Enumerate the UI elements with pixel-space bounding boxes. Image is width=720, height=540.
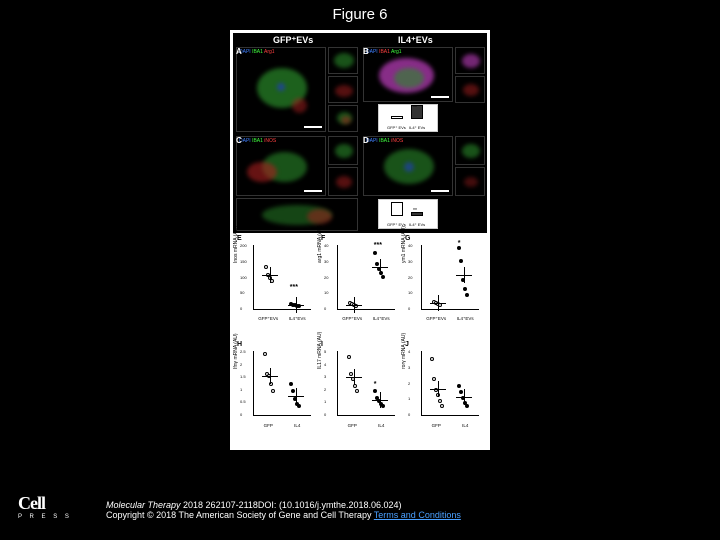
micrograph-b-sub1 [455, 47, 485, 74]
x-axis-labels: GFP⁺EVsIL4⁺EVs [337, 316, 395, 322]
sig-marker: ** [413, 208, 417, 214]
micrograph-b-main: DAPI IBA1 Arg1 [363, 47, 453, 102]
press-logo-text: P R E S S [18, 514, 72, 520]
copyright-text: Copyright © 2018 The American Society of… [106, 510, 374, 520]
microscopy-region: GFP⁺EVs IL4⁺EVs A DAPI IBA1 Arg1 B [233, 33, 487, 233]
scatter-plot-j: Jrorγ mRNA (AU)01234GFPIL4 [403, 341, 483, 436]
citation-details: 2018 262107-2118DOI: (10.1016/j.ymthe.20… [181, 500, 402, 510]
micrograph-a-sub1 [328, 47, 358, 74]
scatter-plot-h: HIfnγ mRNA (AU)00.511.522.5GFPIL4 [235, 341, 315, 436]
channel-labels-d: DAPI IBA1 iNOS [366, 138, 403, 144]
y-axis-label: rorγ mRNA (AU) [401, 332, 407, 368]
panel-letter-b: B [363, 47, 369, 56]
scatter-plot-i: IIL17 mRNA (AU)012345*GFPIL4 [319, 341, 399, 436]
plot-area: 012345* [337, 351, 395, 416]
scalebar [431, 190, 449, 192]
scatter-plot-e: EInos mRNA (AU)050100150200***GFP⁺EVsIL4… [235, 235, 315, 330]
plot-area: 01234 [421, 351, 479, 416]
inset-chart-d: ** GFP⁺ EVs IL4⁺ EVs [378, 199, 438, 229]
plot-area: 010203040*** [337, 245, 395, 310]
copyright-line: Copyright © 2018 The American Society of… [106, 510, 461, 520]
micrograph-a-sub2 [328, 76, 358, 103]
micrograph-c-sub1 [328, 136, 358, 165]
micrograph-a-main: DAPI IBA1 Arg1 [236, 47, 326, 132]
micrograph-c-main: DAPI IBA1 iNOS [236, 136, 326, 196]
scatter-region: EInos mRNA (AU)050100150200***GFP⁺EVsIL4… [233, 233, 487, 447]
y-axis-label: ym1 mRNA (AU) [401, 226, 407, 263]
citation-line: Molecular Therapy 2018 262107-2118DOI: (… [106, 500, 461, 510]
micrograph-c-sub2 [328, 167, 358, 196]
x-axis-labels: GFP⁺EVsIL4⁺EVs [253, 316, 311, 322]
scatter-plot-f: Farg1 mRNA (AU)010203040***GFP⁺EVsIL4⁺EV… [319, 235, 399, 330]
micrograph-d-main: DAPI IBA1 iNOS [363, 136, 453, 196]
sig-marker: ** [413, 105, 417, 111]
panel-letter-d: D [363, 136, 369, 145]
figure-title: Figure 6 [0, 6, 720, 23]
cellpress-logo: Cell P R E S S [18, 493, 72, 520]
plot-area: 010203040* [421, 245, 479, 310]
plot-area: 00.511.522.5 [253, 351, 311, 416]
panel-letter-c: C [236, 136, 242, 145]
scatter-plot-g: Gym1 mRNA (AU)010203040*GFP⁺EVsIL4⁺EVs [403, 235, 483, 330]
x-axis-labels: GFPIL4 [253, 423, 311, 428]
terms-link[interactable]: Terms and Conditions [374, 510, 461, 520]
footer: Molecular Therapy 2018 262107-2118DOI: (… [106, 500, 461, 520]
journal-name: Molecular Therapy [106, 500, 181, 510]
x-axis-labels: GFPIL4 [337, 423, 395, 428]
figure-panel: GFP⁺EVs IL4⁺EVs A DAPI IBA1 Arg1 B [230, 30, 490, 450]
y-axis-label: Ifnγ mRNA (AU) [233, 333, 239, 369]
channel-labels-c: DAPI IBA1 iNOS [239, 138, 276, 144]
inset-chart-b: ** GFP⁺ EVs IL4⁺ EVs [378, 104, 438, 132]
y-axis-label: arg1 mRNA (AU) [317, 225, 323, 263]
scalebar [304, 126, 322, 128]
scalebar [304, 190, 322, 192]
y-axis-label: Inos mRNA (AU) [233, 226, 239, 263]
micrograph-d-sub1 [455, 136, 485, 165]
cell-logo-text: Cell [18, 493, 72, 514]
micrograph-b-sub2 [455, 76, 485, 103]
y-axis-label: IL17 mRNA (AU) [317, 331, 323, 368]
micrograph-d-sub2 [455, 167, 485, 196]
micrograph-c-bottom [236, 198, 358, 231]
panel-letter-a: A [236, 47, 242, 56]
x-axis-labels: GFP⁺EVsIL4⁺EVs [421, 316, 479, 322]
x-axis-labels: GFPIL4 [421, 423, 479, 428]
micrograph-a-sub3 [328, 105, 358, 132]
col-header-il4: IL4⁺EVs [398, 35, 433, 46]
plot-area: 050100150200*** [253, 245, 311, 310]
scalebar [431, 96, 449, 98]
channel-labels-a: DAPI IBA1 Arg1 [239, 49, 275, 55]
col-header-gfp: GFP⁺EVs [273, 35, 313, 46]
channel-labels-b: DAPI IBA1 Arg1 [366, 49, 402, 55]
